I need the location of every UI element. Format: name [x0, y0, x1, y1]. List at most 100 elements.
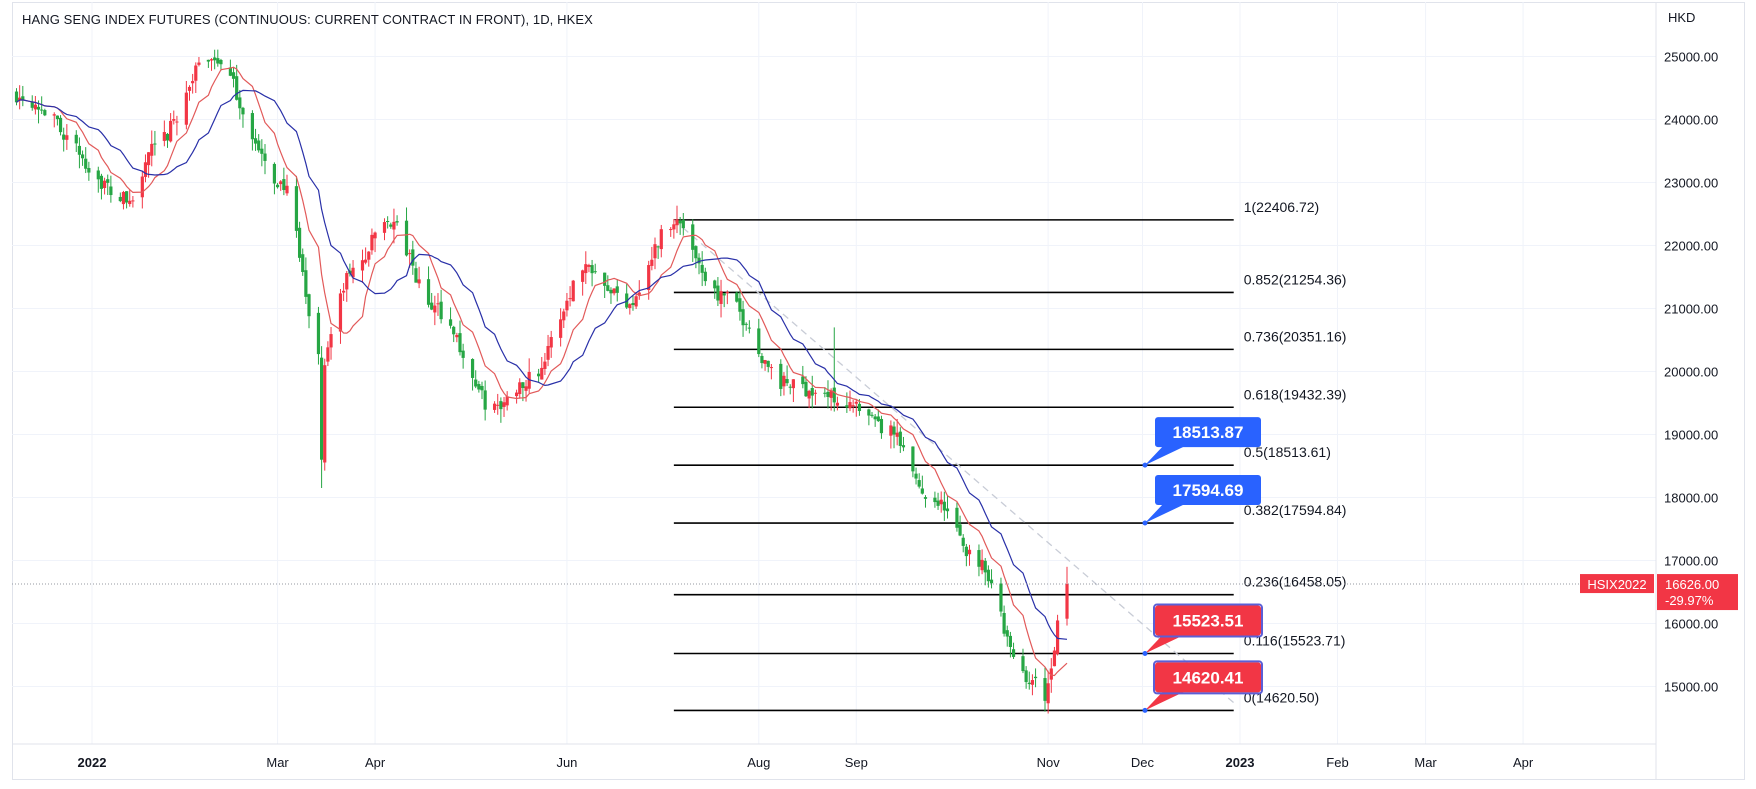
callout-box [1155, 605, 1261, 636]
candle-body [351, 267, 355, 278]
candle-body [426, 279, 431, 305]
price-tick-label: 19000.00 [1664, 428, 1718, 443]
candle-body [879, 418, 884, 434]
candle-body [1055, 620, 1060, 654]
candle-body [895, 432, 899, 437]
fib-level-label: 0.116(15523.71) [1244, 633, 1346, 649]
candle-body [338, 293, 343, 332]
candle-body [36, 106, 41, 110]
candle-body [700, 264, 704, 273]
candle-body [609, 289, 613, 294]
candle-body [851, 405, 855, 407]
candle-body [1046, 683, 1050, 704]
candle-body [590, 265, 594, 274]
candle-body [955, 507, 959, 528]
candle-body [675, 219, 679, 226]
time-tick-label: Apr [365, 755, 386, 770]
candle-body [1043, 678, 1047, 701]
candle-body [1027, 682, 1031, 685]
candle-body [342, 290, 346, 293]
candle-body [389, 224, 393, 227]
candle-body [131, 200, 135, 202]
candle-body [845, 405, 849, 408]
candle-body [304, 270, 308, 297]
candle-body [923, 497, 928, 499]
candle-body [813, 392, 817, 394]
candle-body [209, 59, 214, 61]
candle-body [14, 91, 19, 103]
candle-body [80, 154, 85, 159]
candle-body [197, 62, 201, 65]
candle-body [96, 170, 100, 180]
candle-body [301, 254, 305, 272]
candle-body [253, 138, 258, 144]
candle-body [518, 382, 522, 395]
candle-body [345, 273, 349, 290]
candle-body [647, 265, 651, 291]
candle-body [565, 300, 569, 311]
candle-body [757, 328, 761, 355]
candle-body [77, 145, 82, 155]
candle-body [691, 224, 695, 250]
candle-body [162, 132, 166, 141]
candle-body [430, 302, 434, 310]
candle-body [373, 232, 377, 239]
candle-body [150, 143, 154, 156]
callout-outline [1153, 603, 1263, 638]
candle-body [653, 244, 657, 259]
candle-body [216, 58, 220, 64]
candle-body [417, 279, 421, 284]
candle-body [408, 253, 412, 255]
candle-body [118, 196, 122, 202]
candle-body [175, 121, 179, 123]
candle-body [452, 326, 456, 335]
candle-body [760, 355, 764, 364]
callout-pointer [1145, 504, 1185, 524]
price-callouts[interactable]: 18513.87 17594.69 15523.51 14620.41 [1142, 417, 1263, 713]
candle-body [1030, 680, 1035, 685]
fib-level-label: 1(22406.72) [1244, 199, 1320, 215]
candle-body [694, 246, 698, 259]
candle-body [942, 501, 946, 511]
candle-body [272, 163, 277, 184]
candle-body [206, 59, 210, 62]
fibonacci-retracement[interactable]: 1(22406.72) 0.852(21254.36) 0.736(20351.16… [673, 199, 1347, 712]
candle-body [631, 303, 635, 306]
price-axis[interactable]: 25000.00 24000.00 23000.00 22000.00 21000.00… [1664, 50, 1718, 695]
time-axis[interactable]: 2022 Mar Apr Jun Aug Sep Nov Dec 2023 Feb Mar Apr [78, 755, 1534, 770]
candle-body [263, 153, 267, 161]
candle-body [477, 384, 481, 390]
candle-body [889, 425, 893, 436]
symbol-badge-label: HSIX2022 [1587, 577, 1646, 592]
candle-body [502, 402, 506, 407]
candle-body [521, 382, 525, 388]
candle-body [21, 96, 25, 100]
moving-average-line [16, 66, 1068, 677]
candle-body [448, 319, 453, 326]
candle-body [1052, 650, 1057, 667]
chart-title: HANG SENG INDEX FUTURES (CONTINUOUS: CUR… [22, 12, 593, 27]
price-tick-label: 23000.00 [1664, 176, 1718, 191]
candle-body [562, 311, 566, 321]
candle-body [999, 583, 1003, 612]
time-tick-label: Apr [1513, 755, 1534, 770]
candle-body [458, 333, 462, 353]
candle-body [40, 109, 44, 111]
candle-body [672, 224, 676, 230]
candle-body [914, 473, 918, 479]
candle-body [364, 259, 368, 263]
candle-body [326, 347, 330, 362]
candle-body [854, 401, 858, 404]
candle-body [213, 57, 217, 61]
candle-body [184, 92, 188, 125]
time-tick-label: Sep [845, 755, 868, 770]
candle-body [461, 350, 465, 358]
candle-body [807, 390, 811, 399]
candle-body [901, 445, 906, 448]
candle-body [725, 292, 729, 294]
candle-body [603, 272, 607, 286]
price-tick-label: 17000.00 [1664, 554, 1718, 569]
candle-body [870, 414, 874, 416]
candle-body [656, 246, 660, 248]
